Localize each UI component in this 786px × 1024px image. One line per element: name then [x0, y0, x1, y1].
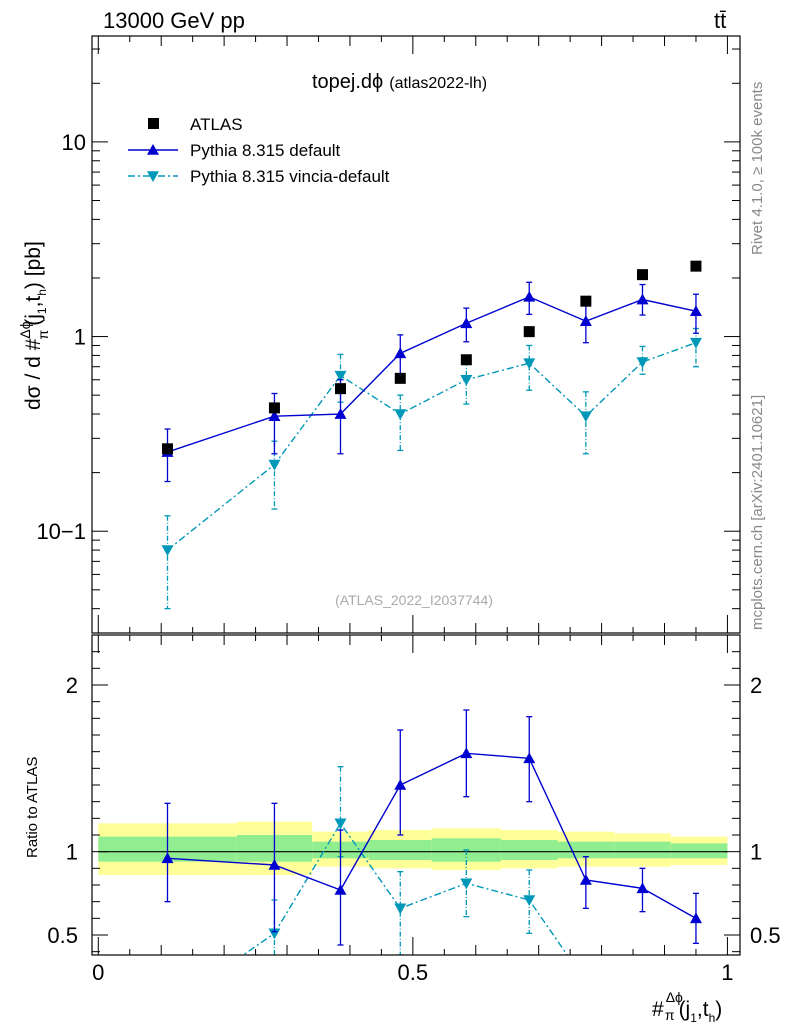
data-point-default — [636, 882, 649, 894]
x-axis-label: #Δϕ π (j1,th) — [652, 989, 722, 1024]
data-point-default — [689, 305, 702, 316]
data-point-atlas — [523, 326, 535, 338]
data-point-vincia — [523, 895, 536, 906]
data-point-default — [523, 290, 536, 302]
process-label: tt̄ — [714, 8, 726, 33]
data-point-vincia — [689, 337, 702, 349]
series-line-triangle-up — [167, 296, 697, 453]
data-point-default — [334, 408, 347, 419]
legend-marker-atlas — [148, 118, 159, 129]
x-tick-label: 0.5 — [398, 960, 429, 985]
y-tick-label-ratio-left: 0.5 — [47, 923, 78, 948]
x-tick-label: 0 — [92, 960, 104, 985]
data-point-default — [394, 779, 407, 790]
ratio-band-green — [500, 840, 558, 860]
data-point-atlas — [690, 260, 702, 272]
y-tick-label-main: 10 — [62, 130, 86, 155]
data-point-default — [636, 293, 649, 305]
data-point-atlas — [394, 372, 406, 384]
energy-label: 13000 GeV pp — [103, 8, 245, 33]
data-point-default — [689, 912, 702, 924]
legend-marker — [147, 144, 159, 155]
y-tick-label-ratio-left: 2 — [66, 673, 78, 698]
data-point-vincia — [394, 409, 407, 421]
data-point-atlas — [460, 354, 472, 366]
series-line-triangle-down — [167, 342, 697, 551]
ratio-band-green — [368, 840, 432, 860]
ratio-bands — [98, 821, 728, 875]
data-point-atlas — [335, 383, 347, 395]
main-plot-frame — [91, 35, 741, 634]
data-point-vincia — [334, 370, 347, 382]
data-point-default — [394, 347, 407, 359]
data-point-vincia — [460, 878, 473, 890]
ratio-band-green — [614, 841, 671, 859]
data-point-atlas — [268, 402, 280, 414]
y-tick-label-ratio-right: 0.5 — [750, 923, 781, 948]
mcplots-source-label: mcplots.cern.ch [arXiv:2401.10621] — [749, 395, 766, 630]
ratio-band-green — [670, 843, 728, 859]
rivet-version-label: Rivet 4.1.0, ≥ 100k events — [749, 82, 766, 255]
axis-ticks: 10 1 10−1 2 2 1 1 0.5 0.5 0 0.5 1 — [36, 36, 781, 985]
data-point-vincia — [579, 411, 592, 423]
y-tick-label-ratio-right: 2 — [750, 673, 762, 698]
ratio-y-axis-label: Ratio to ATLAS — [24, 757, 41, 858]
y-tick-label-ratio-left: 1 — [66, 840, 78, 865]
data-point-vincia — [394, 903, 407, 915]
ratio-band-green — [557, 841, 615, 859]
main-y-axis-label-text: dσ / d #Δϕ π(j1,th) [pb] — [17, 241, 51, 410]
analysis-watermark: (ATLAS_2022_I2037744) — [335, 592, 493, 608]
data-point-default — [334, 884, 347, 895]
data-point-vincia — [334, 818, 347, 830]
data-point-default — [161, 852, 174, 864]
x-tick-label: 1 — [721, 960, 733, 985]
legend-label: ATLAS — [190, 115, 243, 134]
data-point-atlas — [161, 443, 173, 455]
ratio-plot-area — [161, 709, 702, 955]
plot-title: topej.dϕ (atlas2022-lh) — [312, 71, 487, 93]
data-point-vincia — [268, 459, 281, 471]
y-tick-label-ratio-right: 1 — [750, 840, 762, 865]
data-point-default — [460, 317, 473, 329]
data-point-vincia — [523, 358, 536, 370]
data-point-vincia — [636, 357, 649, 369]
x-axis-label-text: #Δϕ π (j1,th) — [652, 989, 722, 1024]
data-point-vincia — [161, 545, 174, 557]
legend-marker — [147, 171, 159, 182]
data-point-default — [579, 315, 592, 326]
legend-label: Pythia 8.315 vincia-default — [190, 167, 390, 186]
y-tick-label-main: 1 — [74, 325, 86, 350]
legend-label: Pythia 8.315 default — [190, 141, 341, 160]
data-point-default — [523, 752, 536, 764]
data-point-atlas — [580, 295, 592, 307]
data-point-default — [460, 747, 473, 759]
y-tick-label-main: 10−1 — [36, 519, 86, 544]
data-point-vincia — [460, 374, 473, 386]
data-point-default — [268, 859, 281, 870]
data-point-default — [579, 874, 592, 885]
ratio-plot-frame — [91, 634, 741, 956]
main-plot-area — [161, 260, 702, 610]
data-point-atlas — [636, 269, 648, 281]
data-point-default — [268, 410, 281, 421]
main-y-axis-label: dσ / d #Δϕ π(j1,th) [pb] — [17, 241, 51, 410]
legend: ATLAS Pythia 8.315 default Pythia 8.315 vi… — [128, 115, 390, 186]
